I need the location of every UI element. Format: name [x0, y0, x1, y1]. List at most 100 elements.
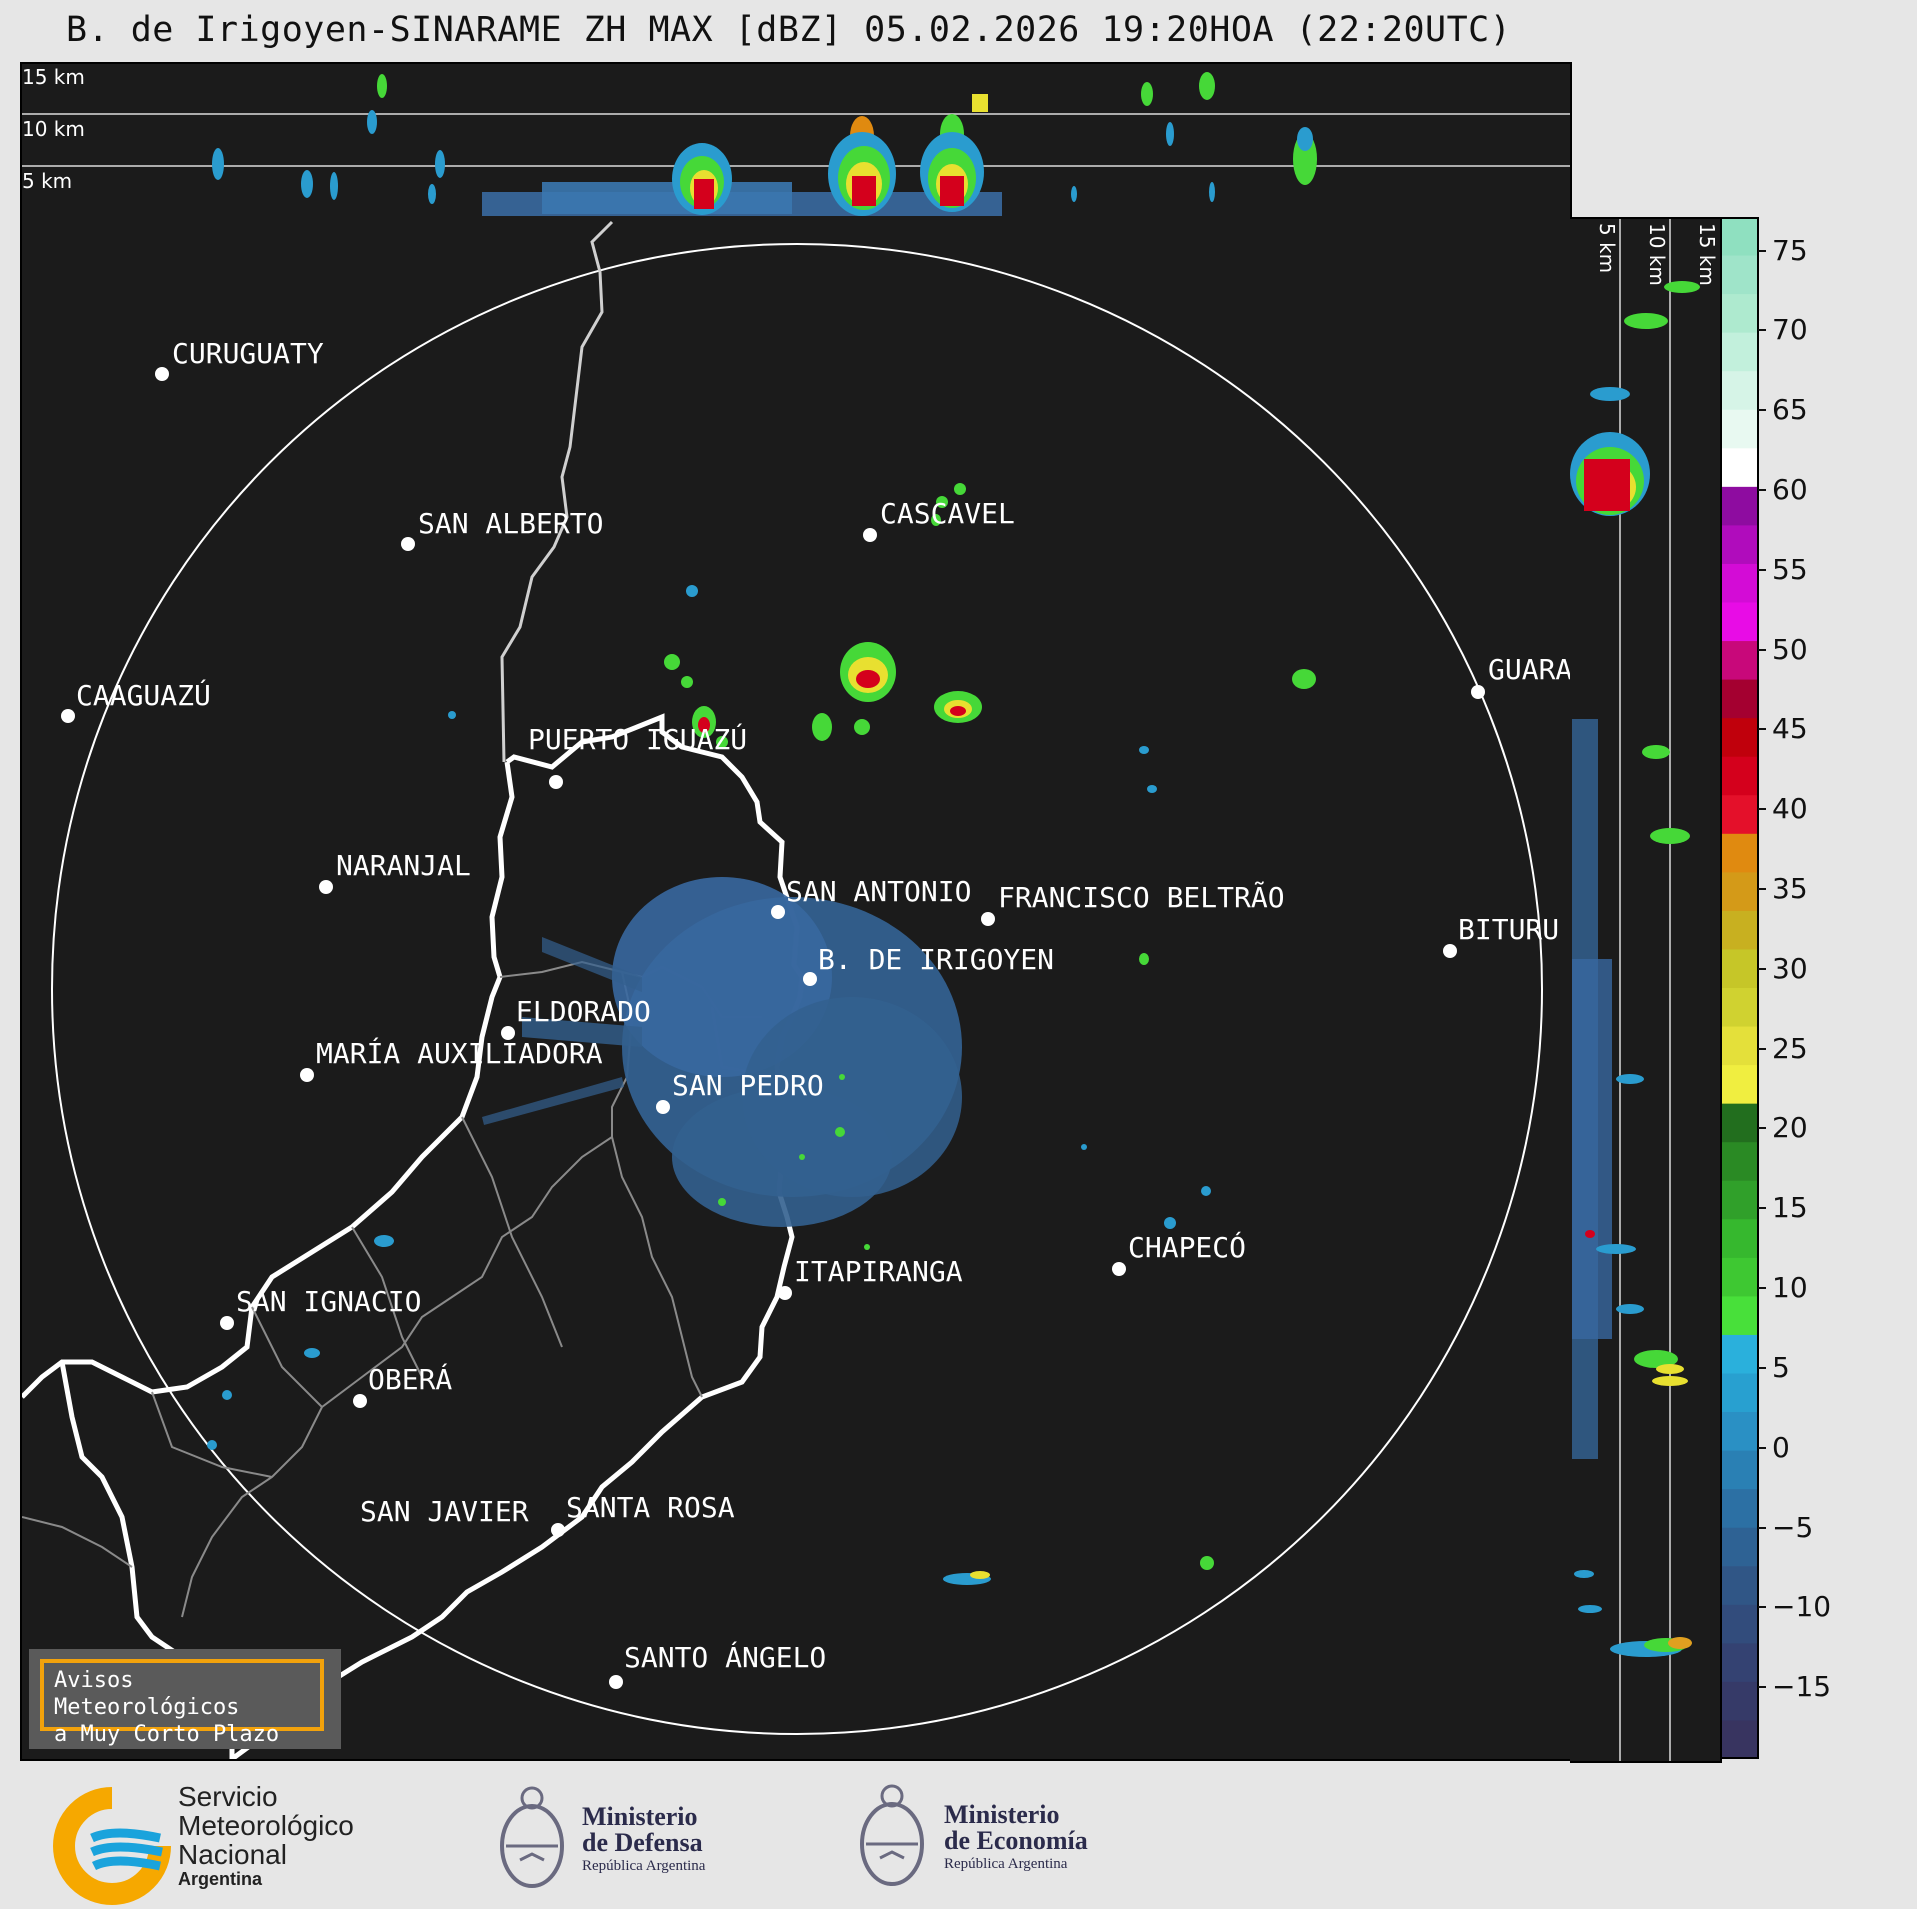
- city-label-chapeco: CHAPECÓ: [1128, 1230, 1246, 1264]
- brazil-argentina-border: [230, 713, 805, 1759]
- side-label-15km: 15 km: [1695, 223, 1719, 286]
- colorbar-segment: [1720, 486, 1758, 526]
- colorbar-tick-label: 50: [1772, 632, 1808, 666]
- city-dot-b-de-irigoyen: [803, 972, 817, 986]
- colorbar-segment: [1720, 371, 1758, 411]
- city-dot-curuguaty: [155, 367, 169, 381]
- economia-line3: República Argentina: [944, 1856, 1068, 1872]
- colorbar-segment: [1720, 1373, 1758, 1413]
- colorbar-segment: [1720, 409, 1758, 449]
- colorbar-tick-mark: [1758, 1127, 1766, 1130]
- radar-map: CURUGUATY SAN ALBERTO CASCAVEL CAAGUAZÚ …: [22, 220, 1570, 1759]
- colorbar-tick-mark: [1758, 728, 1766, 731]
- city-dot-guara: [1471, 685, 1485, 699]
- colorbar-tick-mark: [1758, 488, 1766, 491]
- side-label-10km: 10 km: [1645, 223, 1669, 286]
- colorbar-tick-mark: [1758, 967, 1766, 970]
- top-cross-section: 15 km 10 km 5 km: [22, 65, 1570, 216]
- smn-line3: Nacional: [178, 1839, 287, 1870]
- colorbar-segment: [1720, 1720, 1758, 1759]
- colorbar-segment: [1720, 1257, 1758, 1297]
- convective-cells: [207, 483, 1316, 1585]
- city-label-santa-rosa: SANTA ROSA: [566, 1491, 735, 1524]
- colorbar-tick-mark: [1758, 1207, 1766, 1210]
- city-dot-cascavel: [863, 528, 877, 542]
- colorbar-tick-label: 35: [1772, 872, 1808, 906]
- colorbar-segment: [1720, 1681, 1758, 1721]
- colorbar-segment: [1720, 525, 1758, 565]
- defensa-logo-text: Ministerio de Defensa República Argentin…: [582, 1804, 705, 1876]
- city-label-san-antonio: SAN ANTONIO: [786, 875, 971, 908]
- colorbar-tick-mark: [1758, 888, 1766, 891]
- colorbar-segment: [1720, 1334, 1758, 1374]
- colorbar-tick-label: 70: [1772, 313, 1808, 347]
- colorbar-tick-mark: [1758, 1366, 1766, 1369]
- defensa-line2: de Defensa: [582, 1828, 703, 1857]
- colorbar-segment: [1720, 988, 1758, 1028]
- colorbar-tick-mark: [1758, 249, 1766, 252]
- colorbar-tick-mark: [1758, 1446, 1766, 1449]
- city-label-san-pedro: SAN PEDRO: [672, 1069, 824, 1102]
- economia-line2: de Economía: [944, 1826, 1088, 1855]
- city-dot-obera: [353, 1394, 367, 1408]
- colorbar-tick-label: 0: [1772, 1430, 1790, 1464]
- colorbar-segment: [1720, 1026, 1758, 1066]
- city-label-curuguaty: CURUGUATY: [172, 337, 324, 370]
- colorbar-tick-mark: [1758, 1287, 1766, 1290]
- city-dot-naranjal: [319, 880, 333, 894]
- smn-line4: Argentina: [178, 1869, 263, 1889]
- colorbar-segment: [1720, 795, 1758, 835]
- warning-notice-box[interactable]: Avisos Meteorológicos a Muy Corto Plazo: [29, 1649, 341, 1749]
- city-label-santo-angelo: SANTO ÁNGELO: [624, 1640, 826, 1674]
- city-label-san-ignacio: SAN IGNACIO: [236, 1285, 421, 1318]
- colorbar: [1720, 217, 1759, 1759]
- city-label-maria-auxiliadora: MARÍA AUXILIADORA: [316, 1036, 603, 1070]
- smn-line2: Meteorológico: [178, 1810, 354, 1841]
- colorbar-tick-mark: [1758, 409, 1766, 412]
- city-dot-bituru: [1443, 944, 1457, 958]
- colorbar-tick-mark: [1758, 1047, 1766, 1050]
- colorbar-segment: [1720, 1566, 1758, 1606]
- colorbar-segment: [1720, 448, 1758, 488]
- city-label-itapiranga: ITAPIRANGA: [794, 1255, 963, 1288]
- city-dot-santo-angelo: [609, 1675, 623, 1689]
- city-label-san-javier: SAN JAVIER: [360, 1495, 529, 1528]
- side-cross-section: 5 km 10 km 15 km: [1570, 219, 1719, 1761]
- colorbar-segment: [1720, 1489, 1758, 1529]
- colorbar-segment: [1720, 217, 1758, 257]
- city-dot-francisco-beltrao: [981, 912, 995, 926]
- city-dot-caaguazu: [61, 709, 75, 723]
- city-labels: CURUGUATY SAN ALBERTO CASCAVEL CAAGUAZÚ …: [76, 337, 1570, 1674]
- colorbar-tick-label: −5: [1772, 1510, 1814, 1544]
- city-label-guara: GUARA: [1488, 653, 1570, 686]
- colorbar-tick-mark: [1758, 1686, 1766, 1689]
- colorbar-segment: [1720, 756, 1758, 796]
- radar-range-ring: [51, 243, 1543, 1735]
- colorbar-segment: [1720, 294, 1758, 334]
- colorbar-segment: [1720, 1065, 1758, 1105]
- colorbar-tick-label: 15: [1772, 1191, 1808, 1225]
- colorbar-tick-mark: [1758, 329, 1766, 332]
- colorbar-tick-label: 25: [1772, 1031, 1808, 1065]
- city-dot-san-ignacio: [220, 1316, 234, 1330]
- city-dot-san-pedro: [656, 1100, 670, 1114]
- colorbar-tick-label: 30: [1772, 951, 1808, 985]
- logos-footer: Servicio Meteorológico Nacional Argentin…: [0, 1770, 1917, 1909]
- colorbar-segment: [1720, 1296, 1758, 1336]
- colorbar-border: [1720, 217, 1759, 1759]
- city-dot-chapeco: [1112, 1262, 1126, 1276]
- city-markers: [61, 367, 1485, 1689]
- colorbar-tick-label: 55: [1772, 552, 1808, 586]
- colorbar-tick-mark: [1758, 648, 1766, 651]
- colorbar-segment: [1720, 1527, 1758, 1567]
- city-label-san-alberto: SAN ALBERTO: [418, 507, 603, 540]
- warning-notice-line1: Avisos Meteorológicos: [54, 1668, 240, 1720]
- city-label-b-de-irigoyen: B. DE IRIGOYEN: [818, 943, 1054, 976]
- colorbar-tick-mark: [1758, 1526, 1766, 1529]
- city-label-obera: OBERÁ: [368, 1362, 452, 1396]
- city-dot-san-antonio: [771, 905, 785, 919]
- colorbar-tick-mark: [1758, 568, 1766, 571]
- colorbar-tick-label: 65: [1772, 393, 1808, 427]
- city-label-puerto-iguazu: PUERTO IGUAZÚ: [528, 722, 747, 756]
- colorbar-tick-mark: [1758, 1606, 1766, 1609]
